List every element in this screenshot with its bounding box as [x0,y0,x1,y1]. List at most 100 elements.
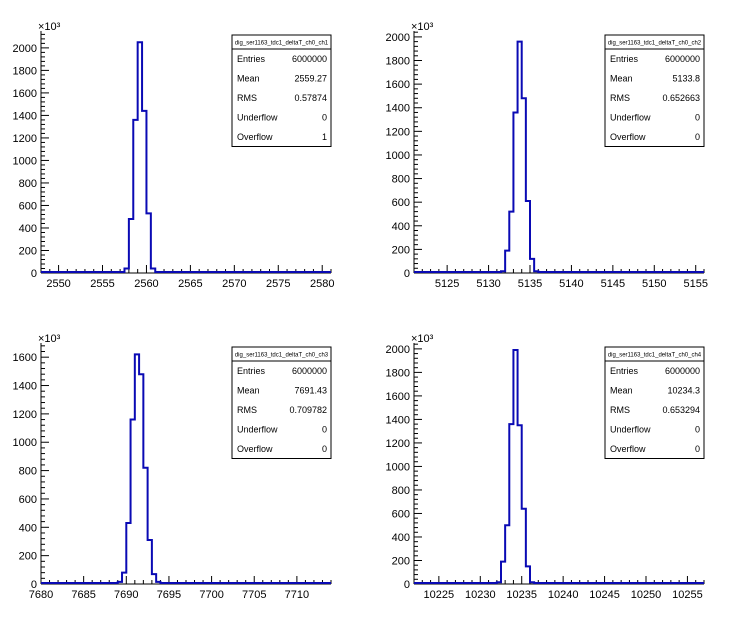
stats-box-title: dig_ser1163_tdc1_deltaT_ch0_ch1 [235,41,329,47]
y-tick-label: 0 [31,579,37,591]
x-tick-label: 10235 [506,589,537,601]
y-tick-label: 200 [392,244,410,256]
stats-label: Overflow [237,132,273,142]
stats-label: Overflow [237,444,273,454]
y-tick-label: 0 [404,268,410,280]
y-tick-label: 200 [392,555,410,567]
stats-label: Underflow [237,425,278,435]
stats-value: 0.653294 [662,405,700,415]
y-tick-label: 0 [404,579,410,591]
x-tick-label: 5140 [559,278,583,290]
y-tick-label: 1200 [386,438,410,450]
stats-value: 0 [695,425,700,435]
x-tick-label: 5150 [642,278,666,290]
y-tick-label: 600 [19,200,37,212]
x-tick-label: 2550 [46,278,70,290]
y-tick-label: 400 [19,522,37,534]
y-tick-label: 1600 [13,88,37,100]
stats-label: Overflow [610,132,646,142]
stats-label: RMS [610,405,630,415]
y-tick-label: 1200 [13,133,37,145]
stats-label: RMS [237,405,257,415]
x-tick-label: 2580 [310,278,334,290]
histogram-panel-4: 0 200 400 600 800 1000 1200 1400 1600 1800 2000×10… [386,333,705,601]
y-tick-label: 1600 [13,352,37,364]
y-tick-label: 2000 [13,43,37,55]
y-tick-label: 1400 [13,110,37,122]
y-tick-label: 2000 [386,344,410,356]
stats-value: 6000000 [665,54,700,64]
stats-box: dig_ser1163_tdc1_deltaT_ch0_ch1 Entries 60… [231,34,332,147]
y-tick-label: 800 [392,485,410,497]
stats-label: Mean [610,386,633,396]
histogram-panel-3: 0 200 400 600 800 1000 1200 1400 1600×10³ 7680 768… [13,333,332,601]
histogram-line [414,349,704,584]
y-tick-label: 1600 [386,79,410,91]
y-tick-label: 1800 [386,56,410,68]
histogram-panel-1: 0 200 400 600 800 1000 1200 1400 1600 1800 2000×10… [13,21,335,290]
stats-box-frame [231,34,332,147]
x-tick-label: 10240 [548,589,579,601]
y-tick-label: 1200 [13,409,37,421]
stats-value: 0 [695,113,700,123]
y-tick-label: 800 [19,178,37,190]
x-tick-label: 2565 [178,278,202,290]
y-exponent-label: ×10³ [38,333,61,345]
stats-value: 0 [322,425,327,435]
stats-value: 2559.27 [294,74,327,84]
stats-label: Underflow [237,113,278,123]
y-tick-label: 400 [392,221,410,233]
stats-label: Underflow [610,113,651,123]
x-tick-label: 7700 [199,589,223,601]
x-tick-label: 10245 [589,589,620,601]
y-tick-label: 600 [19,494,37,506]
y-tick-label: 200 [19,245,37,257]
x-tick-label: 7685 [71,589,95,601]
stats-box-title: dig_ser1163_tdc1_deltaT_ch0_ch4 [608,353,702,359]
y-tick-label: 400 [19,223,37,235]
stats-value: 0.57874 [294,93,327,103]
stats-value: 6000000 [665,366,700,376]
y-exponent-label: ×10³ [411,333,434,345]
stats-label: Entries [610,366,639,376]
stats-value: 0.652663 [662,93,700,103]
x-tick-label: 5145 [601,278,625,290]
y-tick-label: 1400 [386,103,410,115]
stats-label: Mean [237,74,260,84]
stats-box-title: dig_ser1163_tdc1_deltaT_ch0_ch2 [608,41,702,47]
stats-value: 0 [695,132,700,142]
stats-box: dig_ser1163_tdc1_deltaT_ch0_ch3 Entries 60… [231,346,332,459]
stats-value: 1 [322,132,327,142]
y-tick-label: 0 [31,268,37,280]
stats-label: Mean [237,386,260,396]
x-tick-label: 7690 [114,589,138,601]
stats-value: 0.709782 [289,405,327,415]
y-tick-label: 1000 [386,461,410,473]
stats-value: 6000000 [292,54,327,64]
y-exponent-label: ×10³ [411,21,434,33]
stats-label: Underflow [610,425,651,435]
x-tick-label: 10225 [424,589,455,601]
x-tick-label: 2570 [222,278,246,290]
y-tick-label: 1000 [386,150,410,162]
stats-value: 5133.8 [672,74,700,84]
stats-value: 10234.3 [667,386,700,396]
x-tick-label: 5155 [683,278,707,290]
x-tick-label: 7680 [29,589,53,601]
x-tick-label: 5130 [476,278,500,290]
stats-box: dig_ser1163_tdc1_deltaT_ch0_ch2 Entries 60… [604,34,705,147]
y-tick-label: 400 [392,532,410,544]
y-exponent-label: ×10³ [38,21,61,33]
x-tick-label: 2555 [90,278,114,290]
stats-box: dig_ser1163_tdc1_deltaT_ch0_ch4 Entries 60… [604,346,705,459]
y-tick-label: 1400 [13,381,37,393]
y-tick-label: 2000 [386,32,410,44]
y-tick-label: 800 [392,174,410,186]
y-tick-label: 1600 [386,391,410,403]
stats-label: Entries [237,54,266,64]
y-tick-label: 800 [19,466,37,478]
stats-value: 6000000 [292,366,327,376]
histogram-line [41,41,331,273]
x-tick-label: 2560 [134,278,158,290]
